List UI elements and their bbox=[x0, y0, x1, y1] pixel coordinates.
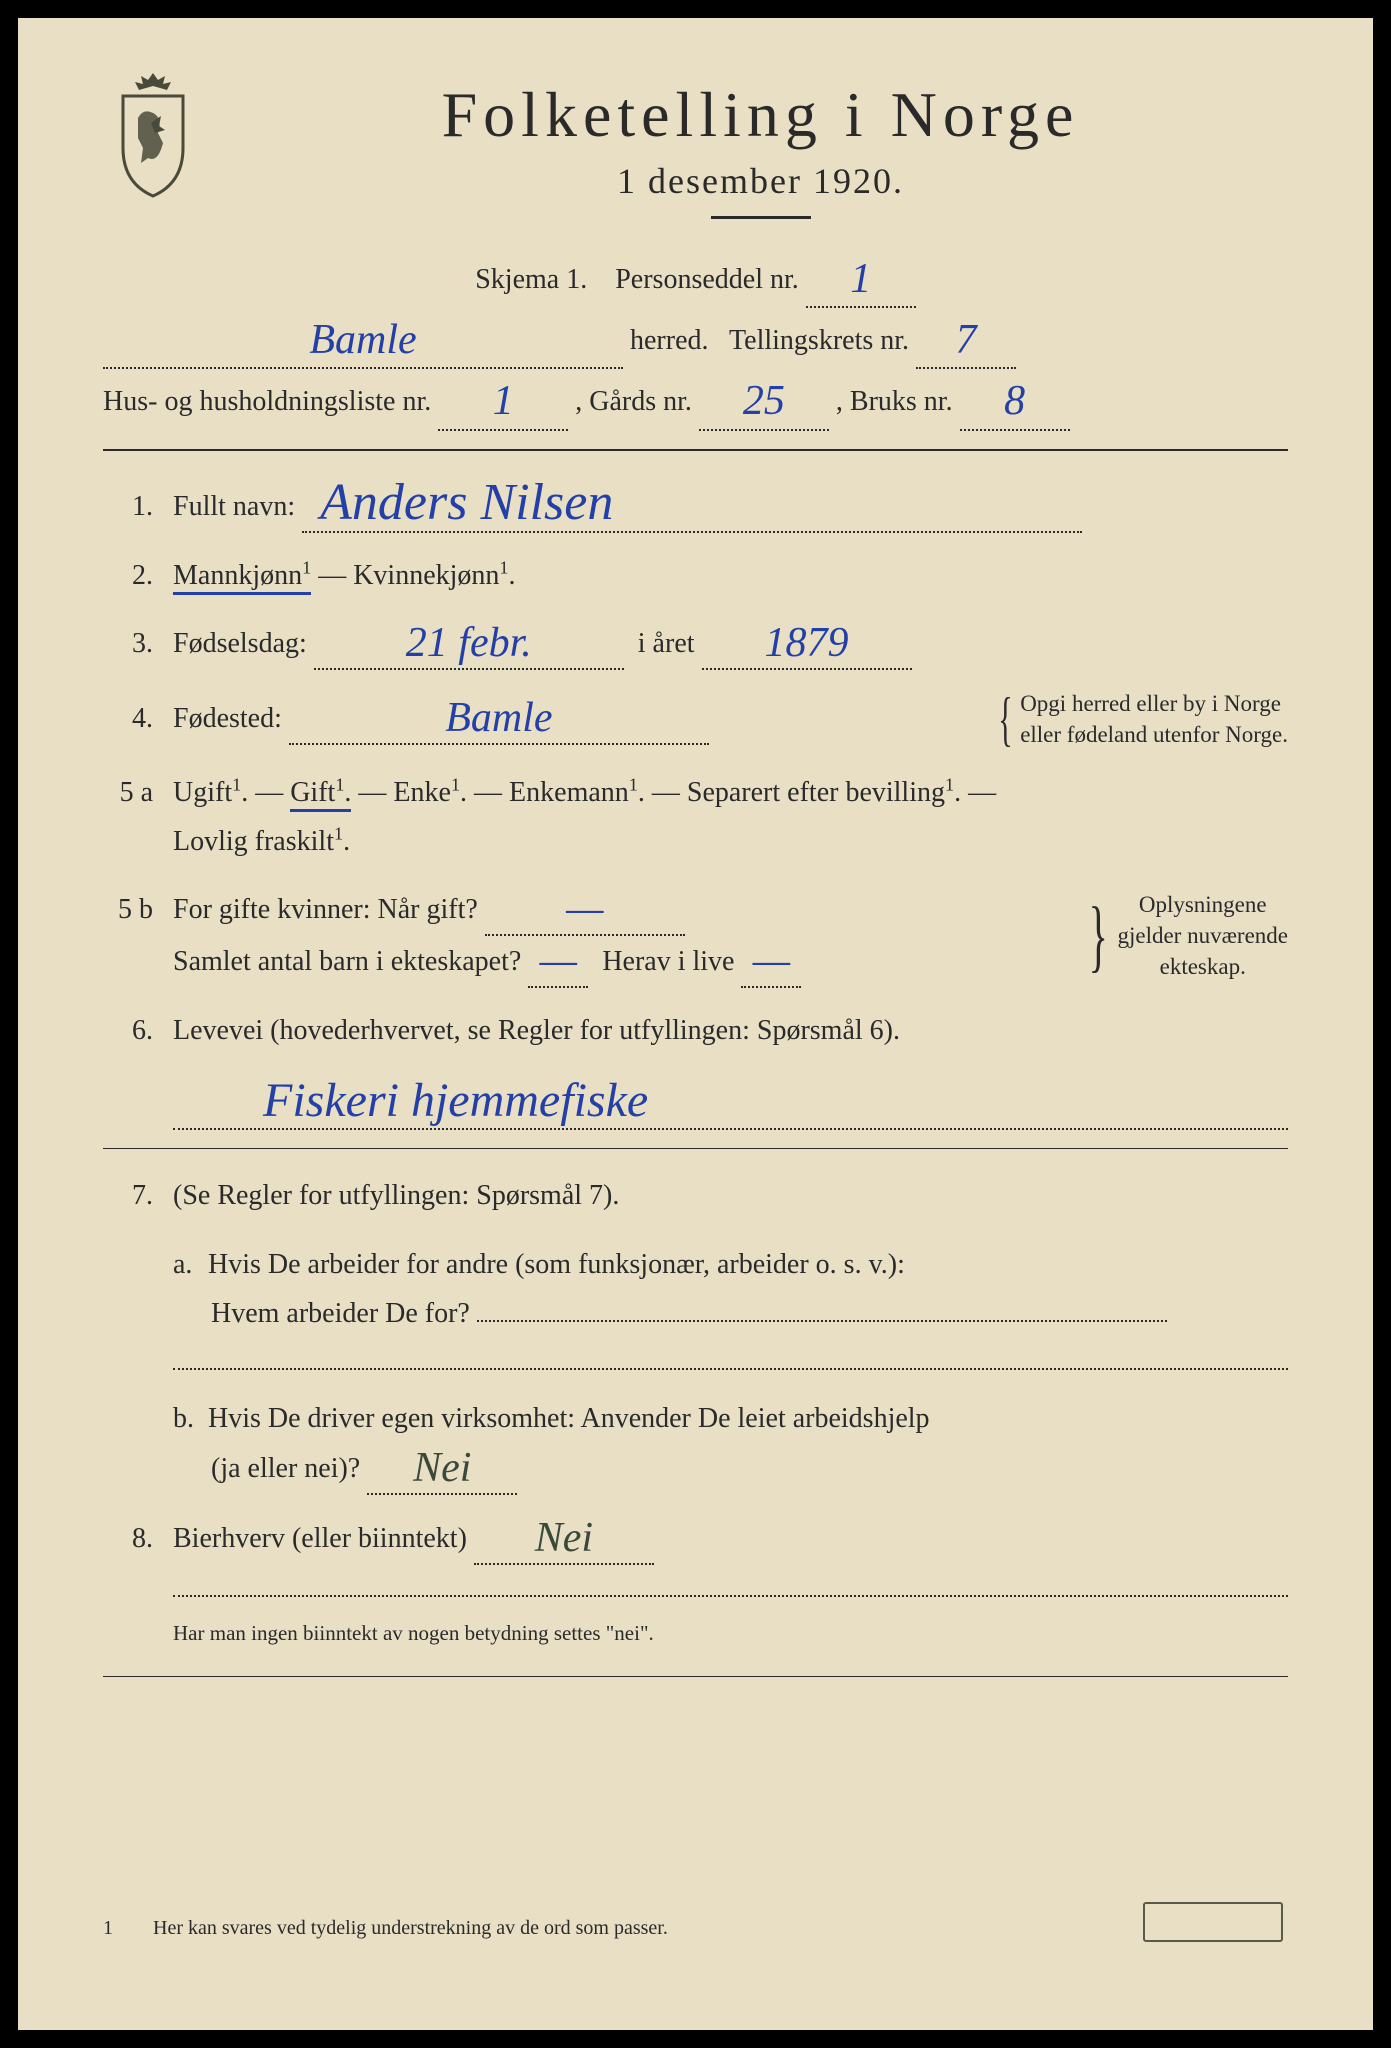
q5b-note: Oplysningene gjelder nuværende ekteskap. bbox=[1117, 889, 1288, 982]
bruks-nr: 8 bbox=[1004, 378, 1025, 424]
personseddel-label: Personseddel nr. bbox=[615, 264, 799, 295]
q6: 6. Levevei (hovederhvervet, se Regler fo… bbox=[103, 1006, 1288, 1130]
divider-2 bbox=[103, 1148, 1288, 1149]
personseddel-nr: 1 bbox=[850, 256, 871, 302]
note-after-8: Har man ingen biinntekt av nogen betydni… bbox=[173, 1621, 1288, 1646]
header: Folketelling i Norge 1 desember 1920. bbox=[103, 78, 1288, 243]
q5b-label1: For gifte kvinner: Når gift? bbox=[173, 894, 478, 925]
q5b-label2: Samlet antal barn i ekteskapet? bbox=[173, 946, 521, 977]
title-block: Folketelling i Norge 1 desember 1920. bbox=[233, 78, 1288, 243]
q3: 3. Fødselsdag: 21 febr. i året 1879 bbox=[103, 618, 1288, 670]
q7a-line2: Hvem arbeider De for? bbox=[211, 1298, 470, 1329]
census-form-page: Folketelling i Norge 1 desember 1920. Sk… bbox=[0, 0, 1391, 2048]
q7a-blank-line bbox=[173, 1368, 1288, 1370]
q5a: 5 a Ugift1. — Gift1. — Enke1. — Enkemann… bbox=[103, 768, 1288, 866]
q5b: 5 b For gifte kvinner: Når gift? — Samle… bbox=[103, 884, 1288, 988]
gards-nr: 25 bbox=[743, 378, 785, 424]
q2-num: 2. bbox=[103, 551, 153, 600]
herred-line: Bamle herred. Tellingskrets nr. 7 bbox=[103, 314, 1288, 369]
q8-label: Bierhverv (eller biinntekt) bbox=[173, 1523, 467, 1554]
q2: 2. Mannkjønn1 — Kvinnekjønn1. bbox=[103, 551, 1288, 600]
q5b-val1: — bbox=[566, 886, 603, 932]
q5b-num: 5 b bbox=[103, 885, 153, 934]
herred-name: Bamle bbox=[309, 317, 416, 363]
subtitle: 1 desember 1920. bbox=[233, 160, 1288, 202]
q5b-val3: — bbox=[753, 938, 790, 984]
schema-label: Skjema 1. bbox=[475, 264, 587, 295]
footnote-text: Her kan svares ved tydelig understreknin… bbox=[153, 1917, 668, 1940]
coat-of-arms-icon bbox=[103, 68, 203, 198]
footnote: 1 Her kan svares ved tydelig understrekn… bbox=[103, 1917, 1288, 1940]
hus-nr: 1 bbox=[493, 378, 514, 424]
main-title: Folketelling i Norge bbox=[233, 78, 1288, 152]
tellingskrets-label: Tellingskrets nr. bbox=[729, 325, 909, 356]
q3-day: 21 febr. bbox=[406, 620, 532, 666]
hus-line: Hus- og husholdningsliste nr. 1 , Gårds … bbox=[103, 375, 1288, 430]
q5a-enkemann: Enkemann bbox=[509, 777, 629, 808]
q4-value: Bamle bbox=[445, 695, 552, 741]
q8-num: 8. bbox=[103, 1514, 153, 1563]
q5a-num: 5 a bbox=[103, 768, 153, 817]
q2-female: Kvinnekjønn bbox=[353, 560, 499, 591]
herred-label: herred. bbox=[630, 325, 709, 356]
q1-label: Fullt navn: bbox=[173, 491, 295, 522]
tellingskrets-nr: 7 bbox=[956, 317, 977, 363]
q1-num: 1. bbox=[103, 482, 153, 531]
q3-label: Fødselsdag: bbox=[173, 628, 307, 659]
q1: 1. Fullt navn: Anders Nilsen bbox=[103, 473, 1288, 533]
q1-value: Anders Nilsen bbox=[320, 474, 613, 531]
q4: 4. Fødested: Bamle { Opgi herred eller b… bbox=[103, 688, 1288, 750]
q8: 8. Bierhverv (eller biinntekt) Nei bbox=[103, 1513, 1288, 1565]
q5a-ugift: Ugift bbox=[173, 777, 232, 808]
q5a-fraskilt: Lovlig fraskilt bbox=[173, 826, 334, 857]
q7b-letter: b. bbox=[173, 1394, 201, 1443]
title-rule bbox=[711, 216, 811, 219]
divider-1 bbox=[103, 449, 1288, 451]
q5a-enke: Enke bbox=[393, 777, 451, 808]
q7b-value: Nei bbox=[413, 1445, 471, 1491]
q7a-letter: a. bbox=[173, 1240, 201, 1289]
q5b-label3: Herav i live bbox=[602, 946, 734, 977]
q3-year: 1879 bbox=[765, 620, 849, 666]
q4-note: Opgi herred eller by i Norge eller fødel… bbox=[1020, 688, 1288, 750]
q3-year-label: i året bbox=[638, 628, 695, 659]
brace-icon-2: } bbox=[1089, 916, 1108, 956]
footnote-num: 1 bbox=[103, 1917, 133, 1940]
q2-male-selected: Mannkjønn1 bbox=[173, 560, 311, 595]
q7-label: (Se Regler for utfyllingen: Spørsmål 7). bbox=[173, 1180, 619, 1211]
q7b-line1: Hvis De driver egen virksomhet: Anvender… bbox=[208, 1403, 930, 1434]
q5a-gift-selected: Gift1. bbox=[290, 777, 351, 812]
q8-value: Nei bbox=[535, 1515, 593, 1561]
printer-stamp bbox=[1143, 1902, 1283, 1942]
q6-value: Fiskeri hjemmefiske bbox=[263, 1074, 648, 1127]
q6-num: 6. bbox=[103, 1006, 153, 1055]
q6-label: Levevei (hovederhvervet, se Regler for u… bbox=[173, 1015, 900, 1046]
hus-label: Hus- og husholdningsliste nr. bbox=[103, 386, 431, 417]
q5a-separert: Separert efter bevilling bbox=[687, 777, 945, 808]
q7-num: 7. bbox=[103, 1171, 153, 1220]
q4-num: 4. bbox=[103, 694, 153, 743]
q3-num: 3. bbox=[103, 619, 153, 668]
gards-label: , Gårds nr. bbox=[575, 386, 692, 417]
bruks-label: , Bruks nr. bbox=[836, 386, 953, 417]
schema-line: Skjema 1. Personseddel nr. 1 bbox=[103, 253, 1288, 308]
q7b-line2: (ja eller nei)? bbox=[211, 1453, 360, 1484]
brace-icon: { bbox=[999, 704, 1013, 734]
q5b-val2: — bbox=[540, 938, 577, 984]
q7: 7. (Se Regler for utfyllingen: Spørsmål … bbox=[103, 1171, 1288, 1495]
q8-blank-line bbox=[173, 1595, 1288, 1597]
divider-3 bbox=[103, 1676, 1288, 1677]
q4-label: Fødested: bbox=[173, 703, 282, 734]
q7a-line1: Hvis De arbeider for andre (som funksjon… bbox=[208, 1249, 905, 1280]
